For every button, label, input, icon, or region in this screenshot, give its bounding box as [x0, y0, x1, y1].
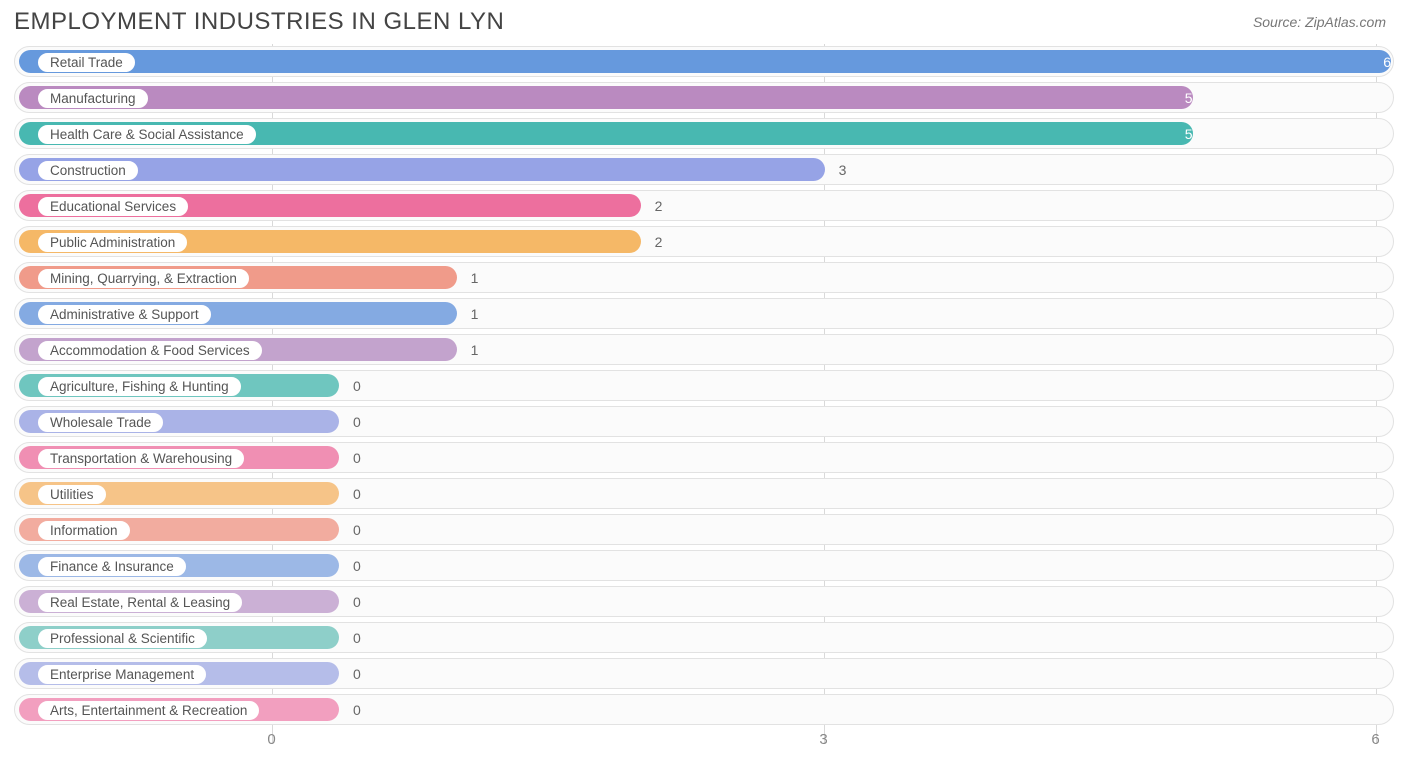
bar-value-label: 0 [353, 623, 361, 654]
bar-value-label: 0 [353, 371, 361, 402]
axis-tick-label: 3 [819, 731, 827, 748]
chart-title: EMPLOYMENT INDUSTRIES IN GLEN LYN [14, 8, 504, 36]
bar-value-label: 0 [353, 443, 361, 474]
bar-track: Administrative & Support 1 [14, 298, 1394, 329]
bar-track: Transportation & Warehousing 0 [14, 442, 1394, 473]
bar-track: Health Care & Social Assistance5 [14, 118, 1394, 149]
bar-track: Public Administration 2 [14, 226, 1394, 257]
bar-value-label: 0 [353, 515, 361, 546]
bar-label-badge: Utilities [37, 484, 107, 505]
bar-label-badge: Professional & Scientific [37, 628, 208, 649]
bar-list: Retail Trade6 Manufacturing5 Health Care &… [14, 44, 1394, 725]
bar-track: Manufacturing5 [14, 82, 1394, 113]
bar-label-badge: Agriculture, Fishing & Hunting [37, 376, 242, 397]
bar-label-badge: Transportation & Warehousing [37, 448, 245, 469]
bar-label-badge: Educational Services [37, 196, 189, 217]
bar-value-label: 0 [353, 479, 361, 510]
bar-track: Arts, Entertainment & Recreation 0 [14, 694, 1394, 725]
bar-label-badge: Construction [37, 160, 139, 181]
bar-track: Utilities 0 [14, 478, 1394, 509]
bar-value-label: 0 [353, 587, 361, 618]
bar-value-label: 0 [353, 695, 361, 726]
bar-value-label: 2 [655, 191, 663, 222]
chart-header: EMPLOYMENT INDUSTRIES IN GLEN LYN Source… [0, 0, 1406, 40]
x-axis: 0 3 6 [14, 729, 1394, 753]
bar-label-badge: Administrative & Support [37, 304, 212, 325]
bar-label-badge: Real Estate, Rental & Leasing [37, 592, 243, 613]
bar-value-label: 1 [471, 263, 479, 294]
bar-value-label: 3 [839, 155, 847, 186]
bar-label-badge: Enterprise Management [37, 664, 207, 685]
bar-track: Accommodation & Food Services 1 [14, 334, 1394, 365]
bar-label-badge: Arts, Entertainment & Recreation [37, 700, 260, 721]
bar-track: Educational Services 2 [14, 190, 1394, 221]
bar-track: Mining, Quarrying, & Extraction 1 [14, 262, 1394, 293]
axis-tick-label: 0 [267, 731, 275, 748]
axis-tick-label: 6 [1371, 731, 1379, 748]
bar-label-badge: Information [37, 520, 131, 541]
bar-track: Wholesale Trade 0 [14, 406, 1394, 437]
bar-label-badge: Public Administration [37, 232, 188, 253]
bar-value-label: 0 [353, 551, 361, 582]
bar-track: Finance & Insurance 0 [14, 550, 1394, 581]
bar-value-label: 2 [655, 227, 663, 258]
bar-fill [19, 158, 825, 181]
chart-area: Retail Trade6 Manufacturing5 Health Care &… [14, 44, 1394, 744]
bar-label-badge: Accommodation & Food Services [37, 340, 263, 361]
bar-value-label: 0 [353, 659, 361, 690]
chart-source: Source: ZipAtlas.com [1253, 14, 1386, 30]
bar-track: Construction 3 [14, 154, 1394, 185]
bar-value-label: 5 [19, 83, 1193, 114]
bar-label-badge: Mining, Quarrying, & Extraction [37, 268, 250, 289]
bar-track: Real Estate, Rental & Leasing 0 [14, 586, 1394, 617]
bar-track: Professional & Scientific 0 [14, 622, 1394, 653]
bar-track: Information 0 [14, 514, 1394, 545]
bar-value-label: 1 [471, 299, 479, 330]
bar-value-label: 6 [19, 47, 1391, 78]
bar-value-label: 0 [353, 407, 361, 438]
bar-label-badge: Wholesale Trade [37, 412, 164, 433]
bar-track: Enterprise Management 0 [14, 658, 1394, 689]
bar-track: Retail Trade6 [14, 46, 1394, 77]
bar-value-label: 5 [19, 119, 1193, 150]
bar-track: Agriculture, Fishing & Hunting 0 [14, 370, 1394, 401]
bar-label-badge: Finance & Insurance [37, 556, 187, 577]
bar-value-label: 1 [471, 335, 479, 366]
